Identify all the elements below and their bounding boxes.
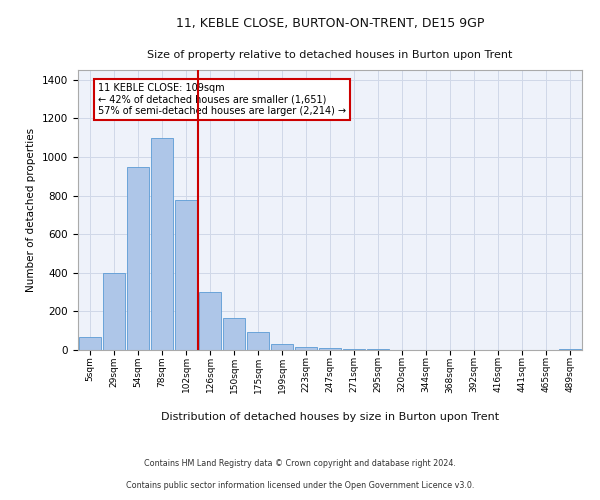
Bar — [295, 347, 317, 350]
Text: Contains HM Land Registry data © Crown copyright and database right 2024.: Contains HM Land Registry data © Crown c… — [144, 458, 456, 468]
Text: 11 KEBLE CLOSE: 109sqm
← 42% of detached houses are smaller (1,651)
57% of semi-: 11 KEBLE CLOSE: 109sqm ← 42% of detached… — [98, 82, 346, 116]
Bar — [319, 348, 341, 350]
Text: Size of property relative to detached houses in Burton upon Trent: Size of property relative to detached ho… — [148, 50, 512, 60]
Bar — [175, 200, 197, 350]
Text: 11, KEBLE CLOSE, BURTON-ON-TRENT, DE15 9GP: 11, KEBLE CLOSE, BURTON-ON-TRENT, DE15 9… — [176, 17, 484, 30]
Text: Contains public sector information licensed under the Open Government Licence v3: Contains public sector information licen… — [126, 481, 474, 490]
Bar — [103, 273, 125, 350]
Bar — [151, 138, 173, 350]
Bar — [127, 166, 149, 350]
Bar — [79, 338, 101, 350]
Text: Distribution of detached houses by size in Burton upon Trent: Distribution of detached houses by size … — [161, 412, 499, 422]
Bar — [271, 344, 293, 350]
Y-axis label: Number of detached properties: Number of detached properties — [26, 128, 37, 292]
Bar — [343, 349, 365, 350]
Bar — [559, 349, 581, 350]
Bar — [199, 292, 221, 350]
Bar — [223, 318, 245, 350]
Bar — [247, 332, 269, 350]
